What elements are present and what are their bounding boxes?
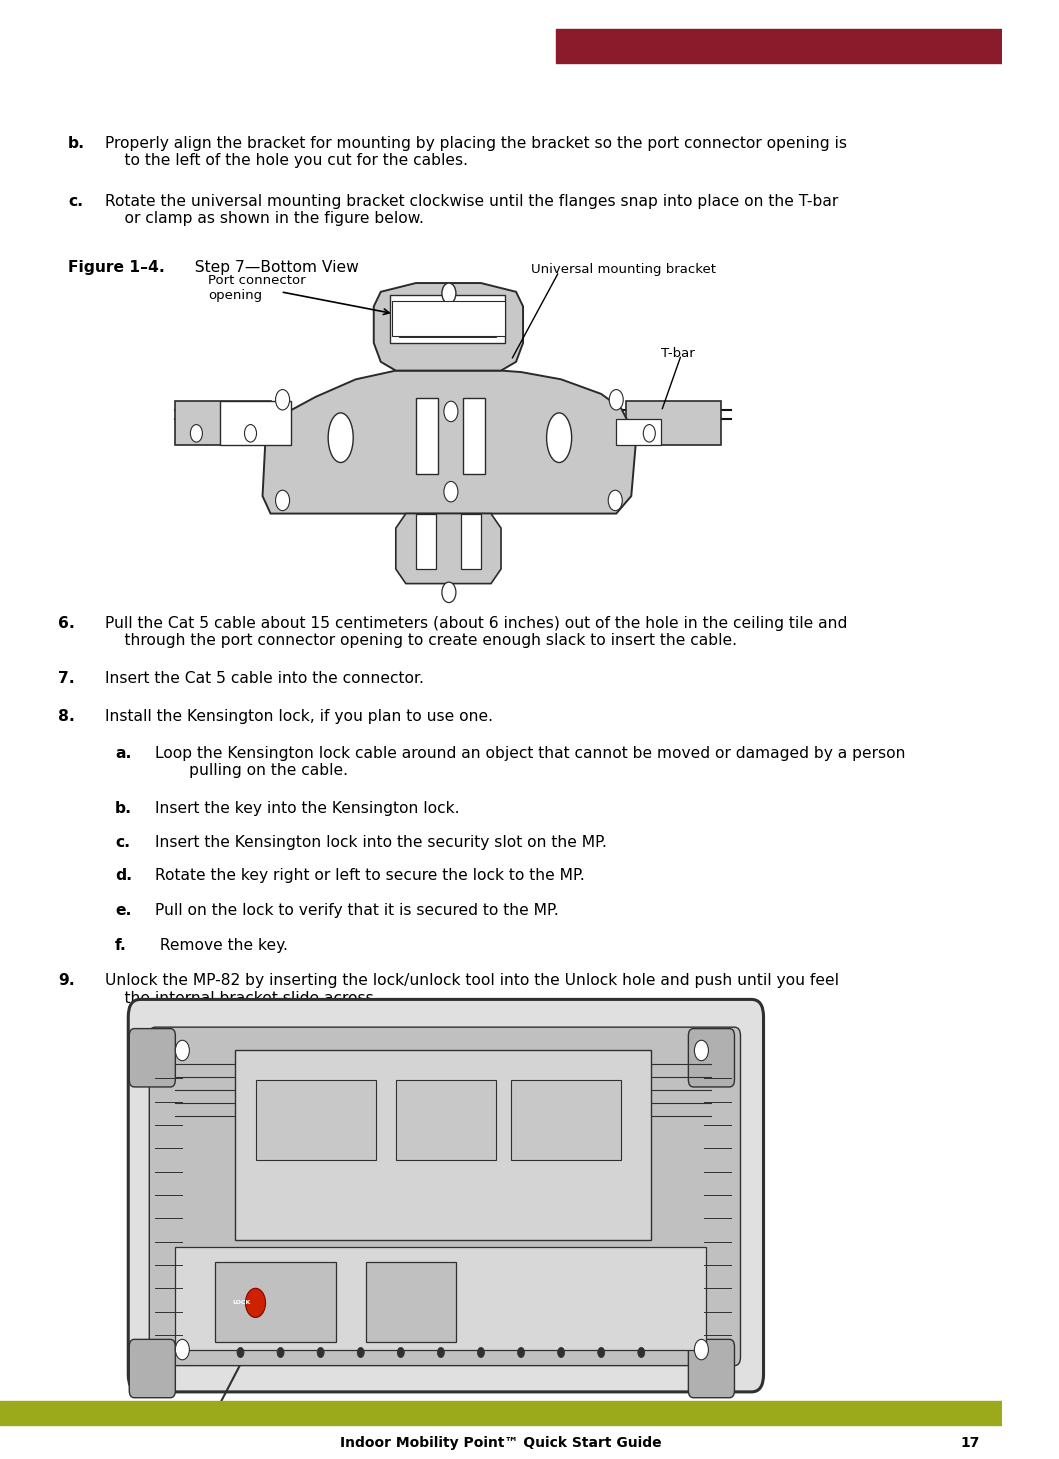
Circle shape (442, 582, 456, 603)
FancyBboxPatch shape (128, 999, 764, 1392)
Bar (626, 401, 721, 445)
Circle shape (357, 1348, 364, 1357)
Bar (399, 301, 496, 337)
Text: Remove the key.: Remove the key. (156, 938, 288, 953)
Text: b.: b. (115, 801, 132, 816)
Text: 7.: 7. (58, 671, 75, 686)
Bar (390, 295, 505, 343)
Text: c.: c. (115, 835, 130, 849)
Circle shape (277, 1348, 284, 1357)
FancyBboxPatch shape (149, 1027, 740, 1366)
Text: Loop the Kensington lock cable around an object that cannot be moved or damaged : Loop the Kensington lock cable around an… (156, 746, 905, 778)
Text: f.: f. (115, 938, 127, 953)
Bar (176, 401, 270, 445)
Text: a.: a. (115, 746, 131, 760)
FancyBboxPatch shape (129, 1029, 176, 1087)
FancyBboxPatch shape (688, 1029, 735, 1087)
Text: Port connector
opening: Port connector opening (209, 274, 306, 302)
Text: d.: d. (115, 868, 132, 883)
Text: T-bar: T-bar (661, 347, 695, 360)
Text: Indoor Mobility Point™ Quick Start Guide: Indoor Mobility Point™ Quick Start Guide (340, 1436, 662, 1450)
Circle shape (478, 1348, 484, 1357)
Text: b.: b. (68, 136, 86, 150)
Bar (220, 401, 290, 445)
Bar (235, 1050, 651, 1240)
Circle shape (643, 425, 656, 442)
Bar (461, 514, 481, 569)
Text: Trapeze Networks: Trapeze Networks (798, 32, 980, 50)
Bar (365, 1262, 456, 1342)
Circle shape (608, 490, 623, 511)
Circle shape (558, 1348, 564, 1357)
Circle shape (437, 1348, 445, 1357)
Text: LOCK: LOCK (233, 1300, 251, 1306)
Bar (416, 514, 436, 569)
Text: 17: 17 (961, 1436, 980, 1450)
Text: 8.: 8. (58, 709, 75, 724)
Bar (616, 419, 661, 445)
Circle shape (245, 425, 256, 442)
Bar (176, 1247, 706, 1350)
Polygon shape (396, 514, 501, 584)
Circle shape (275, 390, 289, 410)
Circle shape (176, 1040, 190, 1061)
Text: Universal mounting bracket: Universal mounting bracket (531, 263, 716, 276)
Text: Insert the key into the Kensington lock.: Insert the key into the Kensington lock. (156, 801, 460, 816)
Text: Unlock the MP-82 by inserting the lock/unlock tool into the Unlock hole and push: Unlock the MP-82 by inserting the lock/u… (105, 973, 839, 1005)
Text: Pull the Cat 5 cable about 15 centimeters (about 6 inches) out of the hole in th: Pull the Cat 5 cable about 15 centimeter… (105, 616, 847, 648)
Text: Pull on the lock to verify that it is secured to the MP.: Pull on the lock to verify that it is se… (156, 903, 559, 918)
Text: Insert the Cat 5 cable into the connector.: Insert the Cat 5 cable into the connecto… (105, 671, 424, 686)
Circle shape (695, 1339, 708, 1360)
Circle shape (444, 401, 457, 422)
Polygon shape (374, 283, 523, 371)
Circle shape (638, 1348, 645, 1357)
Text: e.: e. (115, 903, 131, 918)
Polygon shape (263, 371, 636, 514)
Text: Properly align the bracket for mounting by placing the bracket so the port conne: Properly align the bracket for mounting … (105, 136, 847, 168)
Ellipse shape (546, 413, 572, 463)
Circle shape (317, 1348, 324, 1357)
Circle shape (246, 1288, 266, 1317)
Text: 9.: 9. (58, 973, 75, 988)
Circle shape (695, 1040, 708, 1061)
Text: Insert the Kensington lock into the security slot on the MP.: Insert the Kensington lock into the secu… (156, 835, 607, 849)
Bar (0, 1401, 1002, 1425)
FancyBboxPatch shape (688, 1339, 735, 1398)
Bar (215, 1262, 336, 1342)
Ellipse shape (328, 413, 354, 463)
Bar (396, 1080, 496, 1160)
Text: c.: c. (68, 194, 84, 209)
Circle shape (191, 425, 202, 442)
Text: 6.: 6. (58, 616, 75, 630)
Bar (392, 301, 505, 336)
Circle shape (237, 1348, 244, 1357)
Text: Rotate the universal mounting bracket clockwise until the flanges snap into plac: Rotate the universal mounting bracket cl… (105, 194, 839, 226)
Circle shape (176, 1339, 190, 1360)
Circle shape (442, 283, 456, 303)
Text: Step 7—Bottom View: Step 7—Bottom View (185, 260, 359, 274)
Circle shape (518, 1348, 524, 1357)
Circle shape (597, 1348, 605, 1357)
Circle shape (609, 390, 624, 410)
Bar (556, 29, 1002, 63)
Circle shape (275, 490, 289, 511)
Bar (416, 398, 437, 474)
Bar (463, 398, 485, 474)
Text: Install the Kensington lock, if you plan to use one.: Install the Kensington lock, if you plan… (105, 709, 493, 724)
FancyBboxPatch shape (129, 1339, 176, 1398)
Text: Rotate the key right or left to secure the lock to the MP.: Rotate the key right or left to secure t… (156, 868, 585, 883)
Circle shape (444, 481, 457, 502)
Bar (511, 1080, 622, 1160)
Bar (255, 1080, 376, 1160)
Circle shape (397, 1348, 405, 1357)
Text: Figure 1–4.: Figure 1–4. (68, 260, 165, 274)
